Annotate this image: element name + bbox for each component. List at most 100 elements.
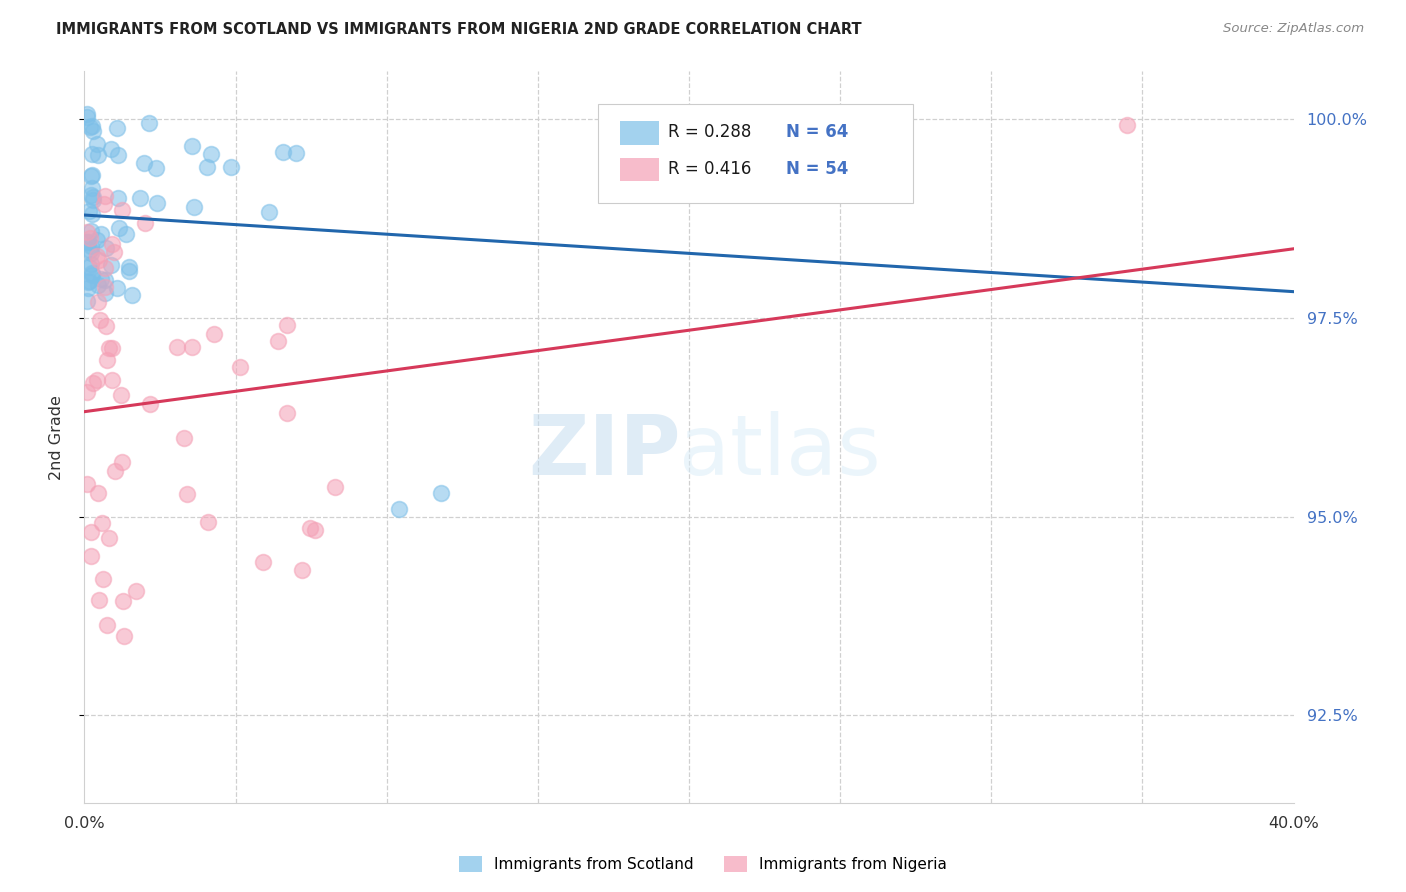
Point [86, 249, 108, 263]
Point [94, 273, 117, 287]
Point [76, 110, 98, 124]
Point [82, 193, 104, 207]
Point [94, 318, 117, 333]
Text: atlas: atlas [679, 411, 880, 492]
Point [180, 340, 202, 354]
Point [77, 260, 100, 274]
Point [323, 480, 346, 494]
Point [77, 235, 100, 250]
Point [97, 531, 120, 545]
Point [134, 156, 156, 170]
Point [79, 231, 101, 245]
Text: R = 0.416: R = 0.416 [668, 160, 752, 178]
Point [107, 191, 129, 205]
Point [101, 237, 124, 252]
Point [80, 266, 103, 280]
Point [100, 373, 122, 387]
Legend: Immigrants from Scotland, Immigrants from Nigeria: Immigrants from Scotland, Immigrants fro… [451, 848, 955, 880]
Point [80, 146, 103, 161]
Point [80, 207, 103, 221]
Point [200, 147, 222, 161]
Point [146, 195, 169, 210]
Point [166, 340, 188, 354]
FancyBboxPatch shape [599, 104, 912, 203]
Point [82, 376, 104, 391]
Point [89, 593, 111, 607]
Point [80, 119, 103, 133]
Point [80, 187, 103, 202]
Point [145, 161, 167, 175]
Point [80, 224, 103, 238]
Point [129, 191, 152, 205]
Point [110, 388, 132, 402]
Point [124, 583, 146, 598]
Text: N = 54: N = 54 [786, 160, 848, 178]
Point [79, 273, 101, 287]
Point [252, 555, 274, 569]
Point [80, 549, 103, 564]
Point [111, 202, 134, 217]
Point [267, 334, 290, 348]
Point [276, 318, 298, 333]
Point [93, 197, 115, 211]
Point [138, 116, 160, 130]
Point [202, 327, 225, 342]
Point [176, 487, 198, 501]
Text: N = 64: N = 64 [786, 123, 848, 141]
Point [284, 145, 307, 160]
Y-axis label: 2nd Grade: 2nd Grade [49, 394, 63, 480]
Point [80, 239, 103, 253]
Point [107, 121, 129, 136]
Point [76, 476, 98, 491]
Point [846, 124, 869, 138]
Point [80, 257, 103, 271]
Point [117, 264, 139, 278]
Point [221, 160, 243, 174]
Point [94, 260, 117, 275]
Point [93, 188, 115, 202]
Point [86, 278, 108, 293]
Point [94, 286, 117, 301]
Point [115, 227, 138, 241]
Point [76, 275, 98, 289]
Point [96, 353, 118, 368]
Point [87, 486, 110, 500]
Point [105, 281, 128, 295]
Point [183, 201, 205, 215]
Point [79, 243, 101, 257]
Text: R = 0.288: R = 0.288 [668, 123, 752, 141]
Point [134, 216, 156, 230]
Point [91, 572, 114, 586]
Point [79, 120, 101, 135]
Point [76, 235, 98, 250]
Point [89, 253, 111, 268]
Point [100, 142, 122, 156]
Point [104, 464, 127, 478]
Point [101, 341, 124, 355]
Point [195, 160, 218, 174]
Point [90, 227, 112, 241]
Point [94, 279, 117, 293]
Point [77, 281, 100, 295]
Point [97, 341, 120, 355]
Point [197, 516, 219, 530]
Text: ZIP: ZIP [529, 411, 681, 492]
Point [86, 372, 108, 386]
Point [79, 169, 101, 183]
Point [80, 168, 103, 182]
Point [89, 312, 111, 326]
Point [76, 225, 98, 239]
Point [87, 295, 110, 310]
Point [79, 245, 101, 260]
Text: IMMIGRANTS FROM SCOTLAND VS IMMIGRANTS FROM NIGERIA 2ND GRADE CORRELATION CHART: IMMIGRANTS FROM SCOTLAND VS IMMIGRANTS F… [56, 22, 862, 37]
Point [86, 147, 108, 161]
Point [86, 233, 108, 247]
Point [82, 190, 104, 204]
Point [76, 293, 98, 308]
Point [291, 563, 314, 577]
Point [76, 106, 98, 120]
Point [96, 241, 118, 255]
Point [299, 521, 322, 535]
Bar [620, 121, 659, 145]
Point [103, 244, 125, 259]
